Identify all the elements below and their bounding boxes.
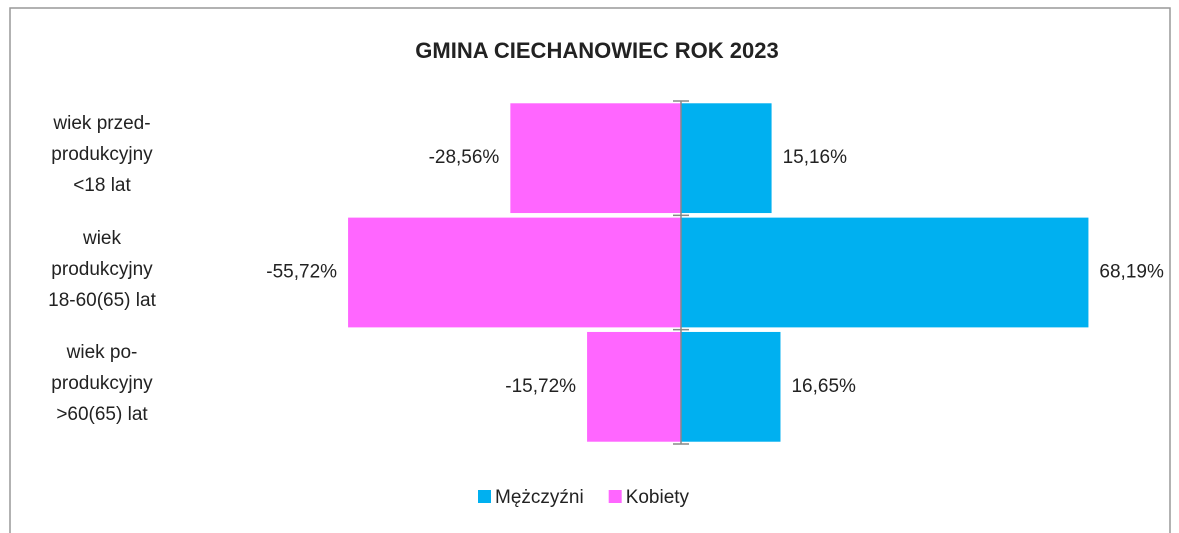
data-label: -55,72% <box>266 262 337 283</box>
data-label: 68,19% <box>1099 262 1164 283</box>
legend-swatch <box>478 490 491 503</box>
legend-label: Mężczyźni <box>495 487 584 508</box>
data-label: -28,56% <box>429 147 500 168</box>
bar <box>681 331 781 442</box>
y-tick-label: wiek po- produkcyjny >60(65) lat <box>51 341 153 425</box>
bar <box>348 217 681 328</box>
chart-border <box>9 7 1171 533</box>
y-tick-label: wiek produkcyjny 18-60(65) lat <box>48 227 156 311</box>
bar <box>510 103 681 214</box>
bar <box>681 103 772 214</box>
data-label: 16,65% <box>791 376 856 397</box>
data-label: -15,72% <box>505 376 576 397</box>
bar <box>587 331 681 442</box>
legend-label: Kobiety <box>626 487 690 508</box>
legend-swatch <box>608 490 622 503</box>
data-label: 15,16% <box>783 147 848 168</box>
chart-title: GMINA CIECHANOWIEC ROK 2023 <box>415 38 778 63</box>
bar <box>681 217 1089 328</box>
y-tick-label: wiek przed- produkcyjny <18 lat <box>51 113 153 197</box>
